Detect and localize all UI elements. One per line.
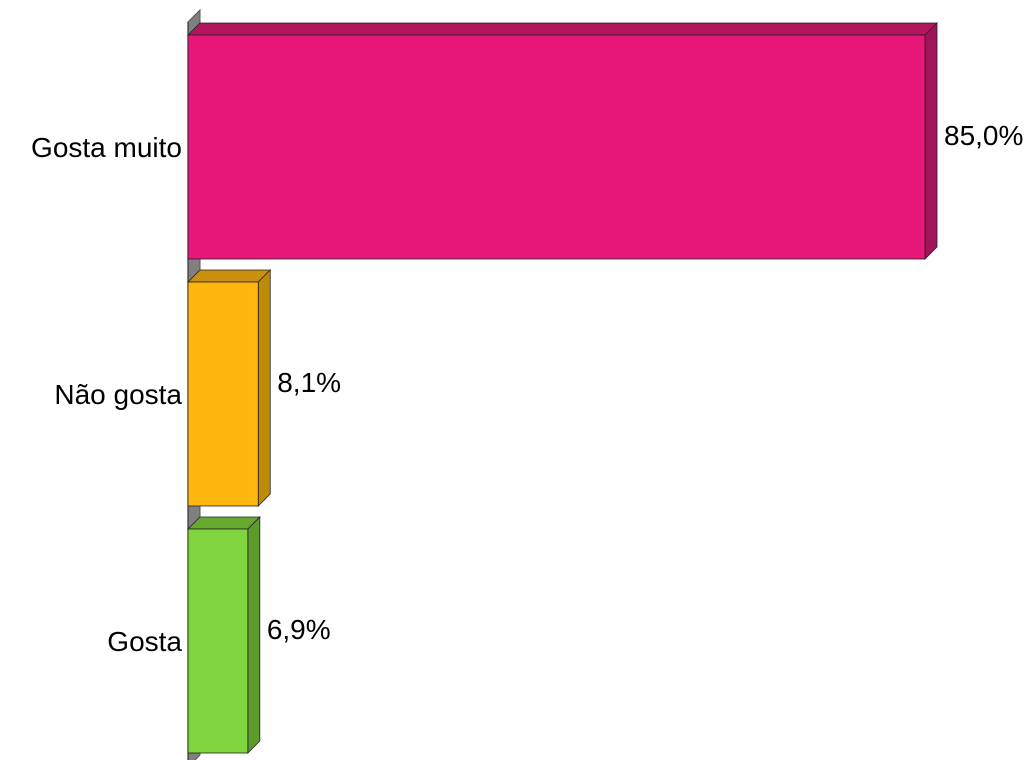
category-label: Não gosta: [54, 379, 182, 410]
category-label: Gosta muito: [31, 132, 182, 163]
bar-side-face: [257, 269, 271, 507]
bars: [187, 22, 938, 754]
bar-gosta-muito: [187, 22, 938, 260]
bar-side-face: [247, 516, 261, 754]
bar-top-face: [187, 22, 938, 36]
data-label: 8,1%: [277, 367, 341, 398]
bar-front-face: [187, 34, 926, 260]
labels: Gosta muito 85,0% Não gosta 8,1% Gosta 6,9%: [31, 120, 1023, 657]
bar-top-face: [187, 516, 261, 530]
bar-side-face: [924, 22, 938, 260]
bar-front-face: [187, 281, 259, 507]
bar-top-face: [187, 269, 272, 283]
bar-gosta: [187, 516, 261, 754]
bar-front-face: [187, 528, 249, 754]
data-label: 6,9%: [267, 614, 331, 645]
data-label: 85,0%: [944, 120, 1023, 151]
category-label: Gosta: [107, 626, 182, 657]
bar-nao-gosta: [187, 269, 272, 507]
